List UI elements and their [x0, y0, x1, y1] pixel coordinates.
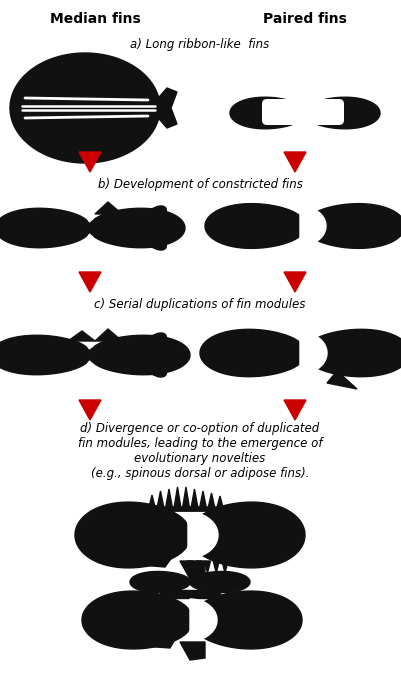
Text: c) Serial duplications of fin modules: c) Serial duplications of fin modules: [94, 298, 306, 311]
Polygon shape: [284, 400, 306, 420]
Ellipse shape: [144, 358, 166, 377]
Polygon shape: [165, 489, 173, 511]
Polygon shape: [79, 400, 101, 420]
Polygon shape: [300, 206, 326, 246]
Polygon shape: [284, 272, 306, 292]
Ellipse shape: [146, 348, 172, 362]
Polygon shape: [180, 561, 205, 579]
Ellipse shape: [144, 231, 166, 250]
Text: d) Divergence or co-option of duplicated
fin modules, leading to the emergence o: d) Divergence or co-option of duplicated…: [78, 422, 322, 480]
Polygon shape: [180, 642, 205, 660]
Polygon shape: [230, 97, 380, 129]
Ellipse shape: [144, 206, 166, 225]
Polygon shape: [213, 561, 219, 573]
Polygon shape: [174, 487, 182, 511]
Polygon shape: [205, 204, 401, 248]
Polygon shape: [190, 599, 217, 641]
Polygon shape: [95, 202, 122, 214]
Polygon shape: [182, 487, 190, 511]
Polygon shape: [148, 495, 156, 511]
Polygon shape: [68, 331, 95, 341]
Polygon shape: [327, 371, 357, 389]
Polygon shape: [153, 88, 177, 128]
Text: b) Development of constricted fins: b) Development of constricted fins: [97, 178, 302, 191]
Polygon shape: [284, 152, 306, 172]
Polygon shape: [142, 628, 178, 648]
Polygon shape: [79, 272, 101, 292]
Ellipse shape: [144, 333, 166, 352]
Polygon shape: [199, 491, 207, 511]
Polygon shape: [216, 496, 224, 511]
Polygon shape: [0, 208, 185, 248]
Polygon shape: [250, 594, 278, 646]
Polygon shape: [190, 489, 198, 511]
Polygon shape: [79, 152, 101, 172]
Polygon shape: [17, 66, 153, 150]
Polygon shape: [205, 561, 211, 573]
Polygon shape: [156, 491, 164, 511]
Polygon shape: [10, 53, 160, 108]
Polygon shape: [140, 545, 175, 567]
Text: a) Long ribbon-like  fins: a) Long ribbon-like fins: [130, 38, 269, 51]
Polygon shape: [187, 561, 193, 573]
Ellipse shape: [146, 221, 172, 235]
Polygon shape: [222, 561, 228, 573]
Polygon shape: [196, 561, 202, 573]
Polygon shape: [82, 591, 302, 649]
Polygon shape: [160, 590, 220, 598]
Polygon shape: [200, 330, 401, 377]
Polygon shape: [0, 335, 190, 375]
Polygon shape: [75, 502, 305, 568]
Polygon shape: [300, 332, 327, 374]
FancyBboxPatch shape: [262, 99, 344, 125]
Polygon shape: [207, 493, 215, 511]
Polygon shape: [10, 108, 160, 163]
Polygon shape: [253, 507, 281, 563]
Polygon shape: [95, 329, 122, 341]
Polygon shape: [188, 512, 218, 558]
Polygon shape: [148, 507, 224, 511]
Polygon shape: [130, 572, 250, 592]
Text: Paired fins: Paired fins: [263, 12, 347, 26]
Text: Median fins: Median fins: [50, 12, 140, 26]
